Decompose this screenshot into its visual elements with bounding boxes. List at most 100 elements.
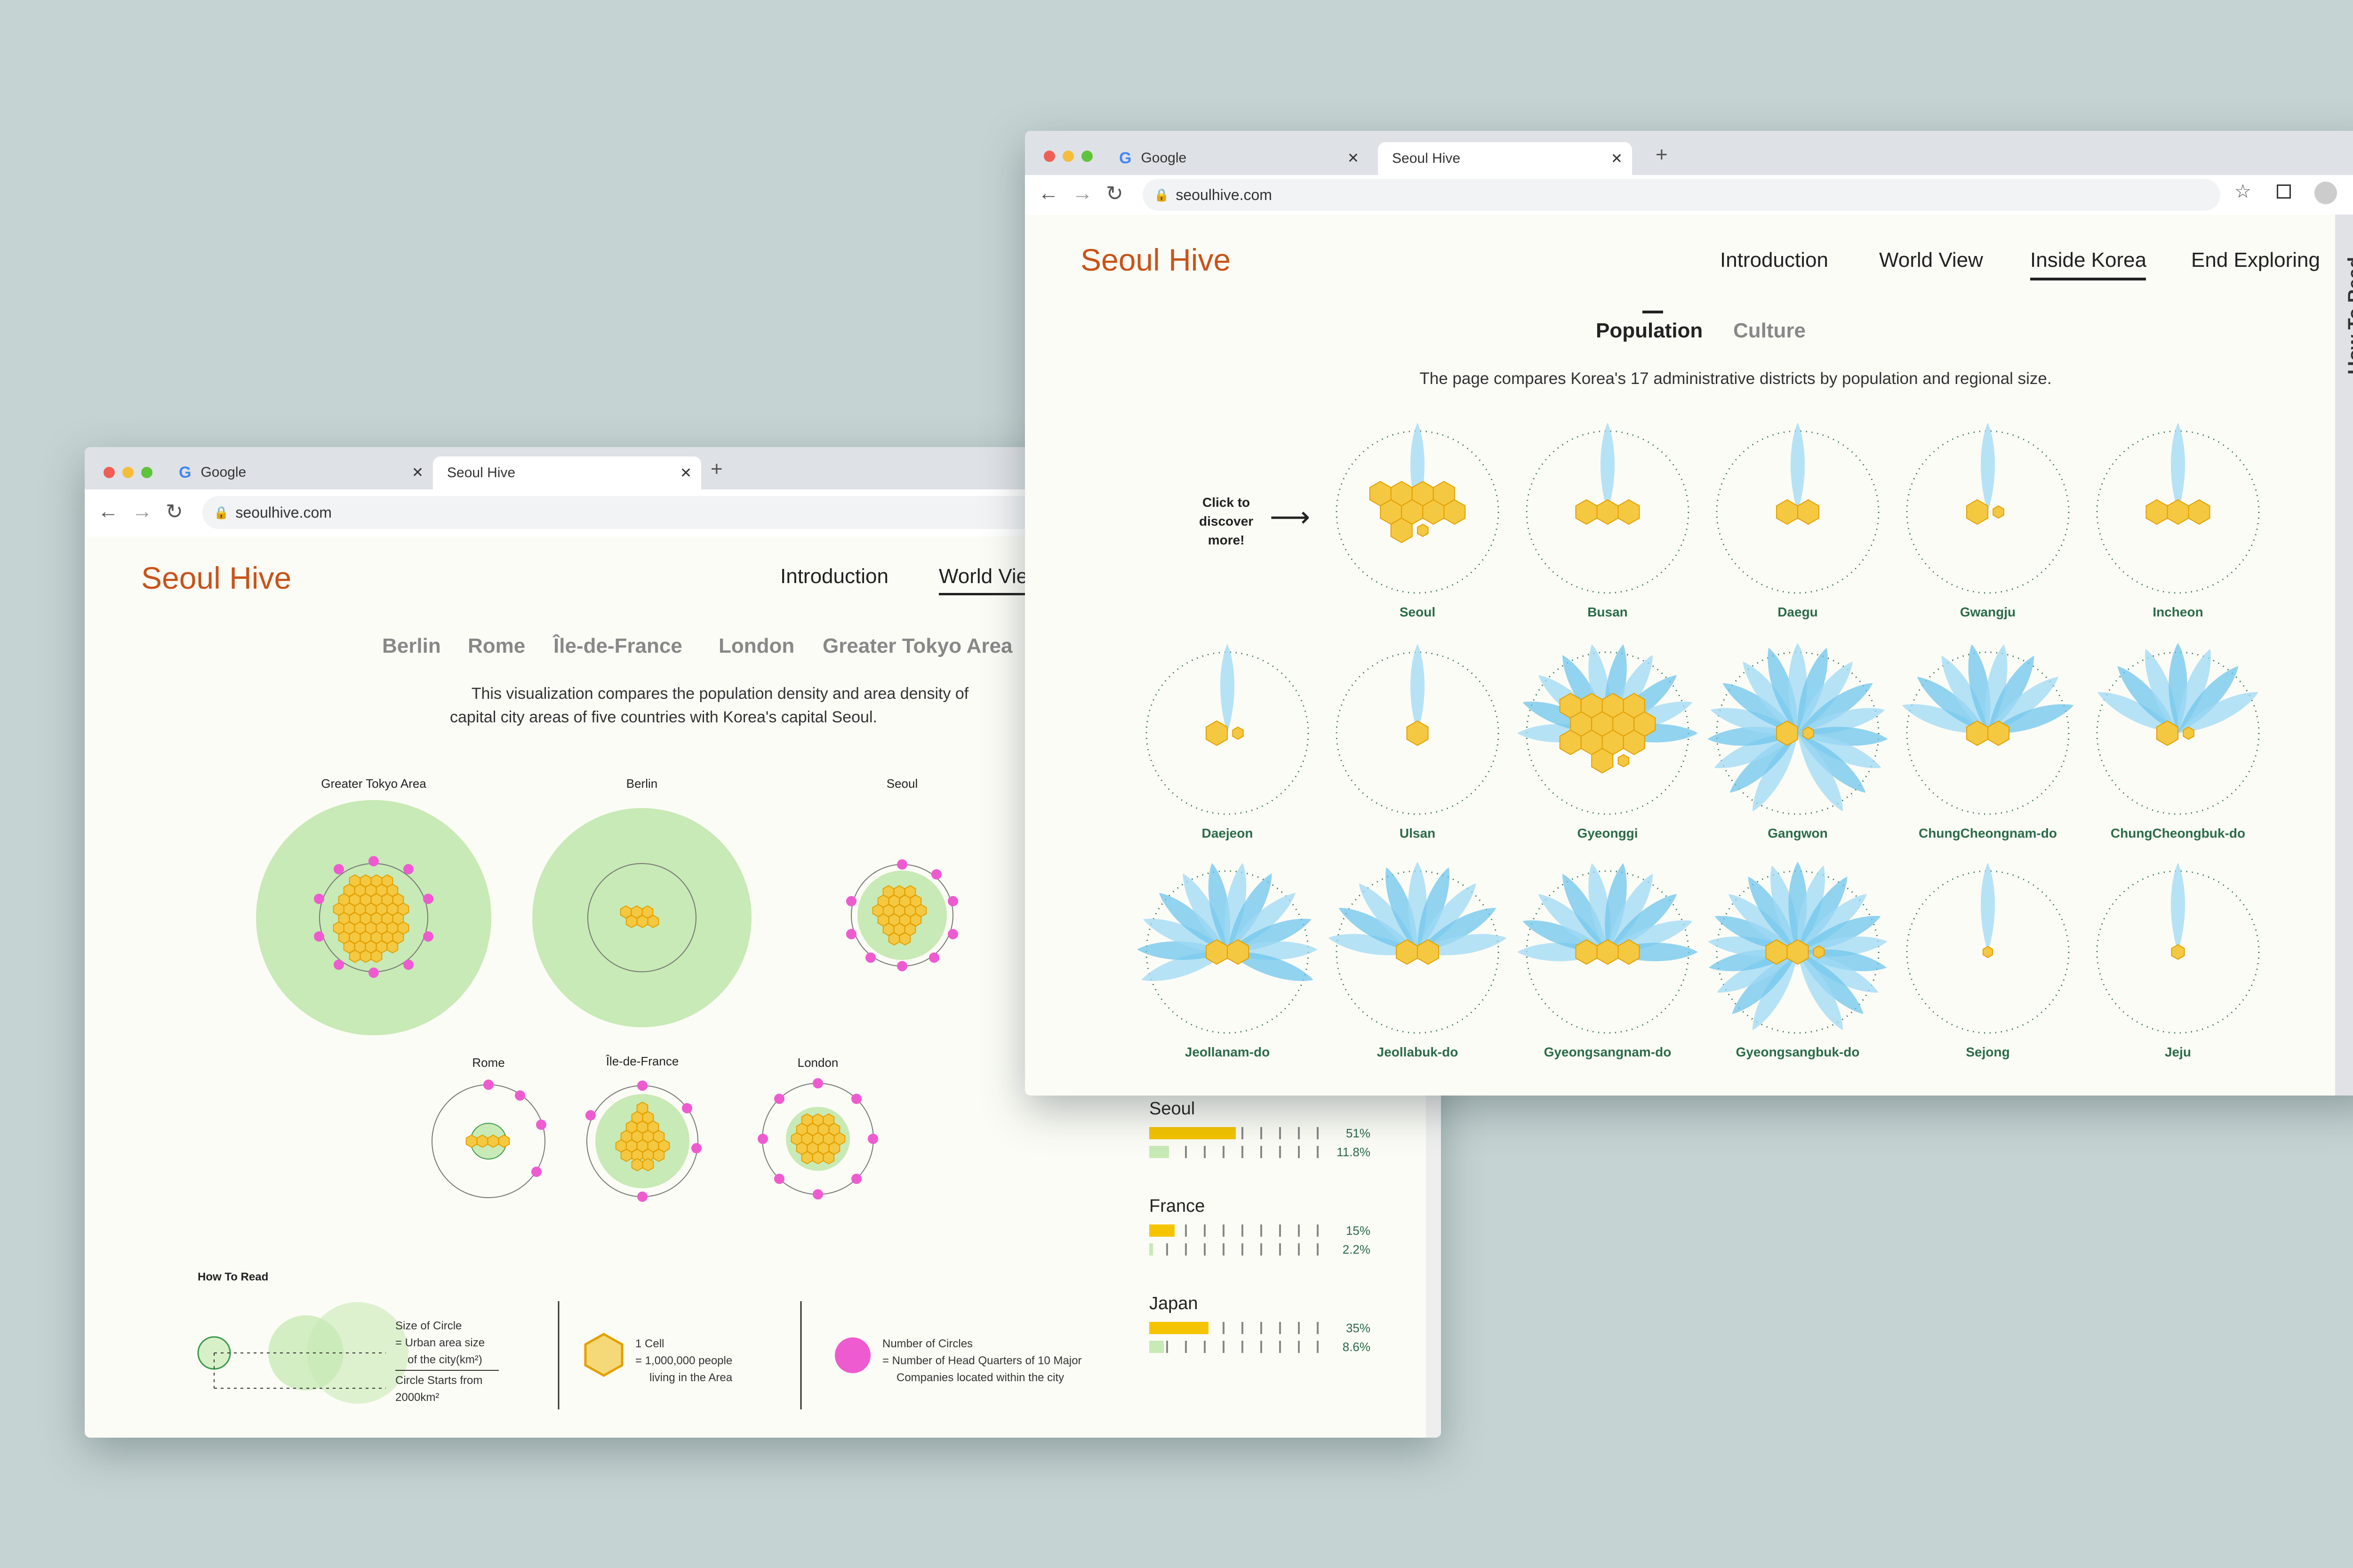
district-seoul[interactable] bbox=[1336, 423, 1499, 594]
population-cell bbox=[1813, 945, 1825, 959]
population-petal bbox=[2177, 648, 2211, 733]
district-gangwon[interactable] bbox=[1707, 643, 1889, 816]
tab-seoul-hive[interactable]: Seoul Hive ✕ bbox=[433, 456, 701, 489]
nav-introduction[interactable]: Introduction bbox=[780, 565, 888, 588]
sidebar-panel-icon[interactable] bbox=[2277, 184, 2291, 199]
pop-pct: 15% bbox=[1345, 1224, 1370, 1238]
city-london[interactable] bbox=[758, 1078, 878, 1200]
city-tab-rome[interactable]: Rome bbox=[468, 634, 526, 657]
subtab-culture[interactable]: Culture bbox=[1733, 319, 1806, 342]
district-ulsan[interactable] bbox=[1336, 644, 1499, 815]
district-boundary bbox=[2096, 430, 2260, 594]
city-tab-berlin[interactable]: Berlin bbox=[382, 634, 441, 657]
city-rome[interactable] bbox=[432, 1080, 546, 1198]
stat-block-seoul: Seoul 51% 11.8% bbox=[1149, 1099, 1370, 1196]
population-cell bbox=[1227, 939, 1249, 965]
click-hint: Click to discover more! bbox=[1199, 493, 1253, 550]
district-gyeongsangnam-do[interactable] bbox=[1517, 862, 1698, 1034]
address-bar[interactable]: 🔒 seoulhive.com bbox=[1143, 179, 2220, 211]
population-petal bbox=[2178, 692, 2259, 733]
district-gwangju[interactable] bbox=[1906, 423, 2070, 594]
district-jeollanam-do[interactable] bbox=[1137, 861, 1318, 1034]
population-petal bbox=[1988, 704, 2074, 734]
pop-pct: 35% bbox=[1345, 1321, 1370, 1335]
tab-google[interactable]: G Google ✕ bbox=[174, 456, 428, 488]
minimize-window-dot[interactable] bbox=[1063, 151, 1074, 162]
population-petal bbox=[2145, 648, 2178, 733]
how-to-read-side-tab[interactable]: How To Read bbox=[2335, 215, 2353, 1096]
maximize-window-dot[interactable] bbox=[141, 467, 152, 478]
back-arrow-icon[interactable]: ← bbox=[1038, 182, 1059, 205]
district-boundary bbox=[1906, 870, 2070, 1034]
reload-icon[interactable]: ↻ bbox=[166, 500, 183, 523]
district-boundary bbox=[1336, 430, 1499, 594]
tab-google[interactable]: G Google ✕ bbox=[1114, 142, 1364, 174]
close-tab-icon[interactable]: ✕ bbox=[680, 465, 692, 481]
tab-seoul-hive-title: Seoul Hive bbox=[447, 465, 516, 480]
nav-world-view[interactable]: World View bbox=[1879, 248, 1983, 272]
close-window-dot[interactable] bbox=[104, 467, 115, 478]
population-petal bbox=[1980, 863, 1995, 952]
population-cell bbox=[1443, 499, 1466, 525]
city-greater-tokyo[interactable] bbox=[256, 800, 491, 1035]
population-cell bbox=[1993, 505, 2004, 519]
district-daejeon[interactable] bbox=[1145, 644, 1309, 815]
district-sejong[interactable] bbox=[1906, 863, 2070, 1034]
pop-bar-track bbox=[1149, 1224, 1319, 1237]
area-bar bbox=[1149, 1243, 1153, 1256]
population-cell bbox=[2188, 499, 2210, 525]
district-busan[interactable] bbox=[1526, 423, 1689, 594]
population-petal bbox=[1902, 704, 1988, 734]
city-tab-ile-de-france[interactable]: Île-de-France bbox=[553, 634, 682, 657]
population-cell bbox=[1982, 946, 1993, 958]
subtab-population[interactable]: Population bbox=[1596, 319, 1703, 342]
close-window-dot[interactable] bbox=[1044, 151, 1055, 162]
city-tab-greater-tokyo[interactable]: Greater Tokyo Area bbox=[823, 634, 1013, 657]
district-daegu[interactable] bbox=[1716, 423, 1880, 594]
city-ile-de-france[interactable] bbox=[585, 1080, 702, 1202]
tab-seoul-hive[interactable]: Seoul Hive ✕ bbox=[1378, 142, 1632, 175]
forward-arrow-icon[interactable]: → bbox=[1072, 182, 1093, 205]
site-logo[interactable]: Seoul Hive bbox=[141, 560, 292, 595]
city-label-rome: Rome bbox=[472, 1056, 505, 1070]
population-petal bbox=[1798, 952, 1843, 1031]
district-gyeonggi[interactable] bbox=[1517, 643, 1698, 815]
population-cell bbox=[1406, 720, 1429, 746]
more-menu-icon[interactable]: ⋮ bbox=[2350, 181, 2353, 202]
district-label: Sejong bbox=[1966, 1045, 2010, 1059]
nav-introduction[interactable]: Introduction bbox=[1720, 248, 1828, 272]
district-chungcheongnam-do[interactable] bbox=[1899, 643, 2076, 815]
city-seoul[interactable] bbox=[846, 859, 958, 971]
district-jeju[interactable] bbox=[2096, 863, 2260, 1034]
population-cell bbox=[1596, 499, 1619, 525]
nav-inside-korea[interactable]: Inside Korea bbox=[2030, 248, 2147, 272]
district-label: Gangwon bbox=[1768, 826, 1828, 840]
city-berlin[interactable] bbox=[532, 808, 752, 1027]
nav-end-exploring[interactable]: End Exploring bbox=[2191, 248, 2320, 272]
back-arrow-icon[interactable]: ← bbox=[98, 500, 119, 523]
profile-avatar[interactable] bbox=[2314, 182, 2337, 204]
close-tab-icon[interactable]: ✕ bbox=[1610, 151, 1623, 167]
new-tab-icon[interactable]: + bbox=[711, 457, 723, 480]
population-petal bbox=[1417, 867, 1449, 952]
population-petal bbox=[1338, 908, 1417, 952]
city-tab-london[interactable]: London bbox=[719, 634, 795, 657]
forward-arrow-icon[interactable]: → bbox=[132, 500, 152, 523]
maximize-window-dot[interactable] bbox=[1081, 151, 1093, 162]
district-chungcheongbuk-do[interactable] bbox=[2093, 643, 2263, 815]
minimize-window-dot[interactable] bbox=[122, 467, 134, 478]
new-tab-icon[interactable]: + bbox=[1656, 143, 1668, 166]
bookmark-star-icon[interactable]: ☆ bbox=[2234, 181, 2251, 202]
site-logo[interactable]: Seoul Hive bbox=[1080, 242, 1231, 277]
district-boundary bbox=[1526, 430, 1689, 594]
nav-world-view[interactable]: World Vie bbox=[939, 565, 1028, 588]
district-gyeongsangbuk-do[interactable] bbox=[1707, 862, 1889, 1035]
hint-line: more! bbox=[1208, 533, 1245, 547]
population-petal bbox=[1410, 644, 1425, 733]
close-tab-icon[interactable]: ✕ bbox=[1347, 150, 1359, 166]
population-petal bbox=[1220, 644, 1235, 733]
district-jeollabuk-do[interactable] bbox=[1327, 862, 1508, 1034]
close-tab-icon[interactable]: ✕ bbox=[411, 464, 424, 480]
reload-icon[interactable]: ↻ bbox=[1106, 182, 1123, 205]
district-incheon[interactable] bbox=[2096, 423, 2260, 594]
